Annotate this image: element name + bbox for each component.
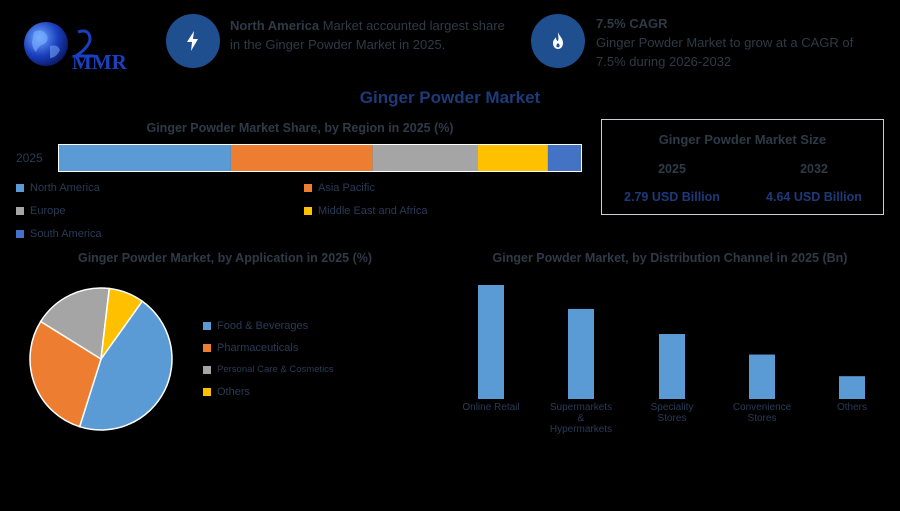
distribution-label-convenience-stores: Convenience Stores [717, 402, 807, 424]
distribution-bar-others [839, 376, 865, 399]
pie-slice-pharmaceuticals [29, 320, 102, 428]
legend-label: Others [217, 386, 251, 398]
logo: MMR [16, 18, 141, 74]
legend-label: Europe [30, 205, 66, 217]
lightning-icon [187, 31, 198, 51]
legend-label: Asia Pacific [318, 182, 375, 194]
region-chart-title: Ginger Powder Market Share, by Region in… [146, 121, 454, 135]
flame-icon [553, 32, 563, 49]
market-size-year-1: 2025 [658, 162, 686, 176]
legend-swatch [16, 230, 24, 238]
region-bar-border [58, 144, 582, 172]
legend-swatch [16, 207, 24, 215]
application-legend-item-others: Others [203, 386, 250, 398]
pie-slice-others [100, 287, 144, 360]
highlight-2-title: 7.5% CAGR [596, 16, 668, 31]
distribution-label-line: Stores [747, 413, 777, 424]
distribution-label-line: Speciality [650, 402, 694, 413]
region-bar-segment-south-america [547, 144, 582, 172]
distribution-label-online-retail: Online Retail [446, 402, 536, 413]
legend-label: South America [30, 228, 102, 240]
legend-swatch [203, 388, 211, 396]
legend-swatch [203, 322, 211, 330]
region-legend-item-north-america: North America [16, 182, 100, 194]
legend-swatch [304, 207, 312, 215]
region-legend-item-asia-pacific: Asia Pacific [304, 182, 375, 194]
globe-icon [24, 22, 94, 66]
distribution-label-line: Hypermarkets [549, 424, 613, 435]
pie-slice-personal-care-cosmetics [39, 287, 111, 361]
region-bar-segment-middle-east-and-africa [477, 144, 548, 172]
legend-swatch [203, 344, 211, 352]
highlight-1-body: Market accounted largest share in the Gi… [230, 18, 505, 52]
region-legend-item-middle-east-and-africa: Middle East and Africa [304, 205, 427, 217]
market-size-title: Ginger Powder Market Size [658, 132, 827, 147]
distribution-label-line: Online Retail [462, 402, 520, 413]
legend-label: North America [30, 182, 100, 194]
region-bar-segment-asia-pacific [230, 144, 373, 172]
application-legend-item-pharmaceuticals: Pharmaceuticals [203, 342, 298, 354]
distribution-label-line: Supermarkets [549, 402, 613, 413]
highlight-2-body: Ginger Powder Market to grow at a CAGR o… [596, 35, 854, 69]
market-size-box: Ginger Powder Market Size 2025 2032 2.79… [601, 119, 884, 215]
region-legend-item-south-america: South America [16, 228, 102, 240]
page-title: Ginger Powder Market [359, 88, 541, 107]
distribution-label-line: & [577, 413, 585, 424]
distribution-label-supermarkets-hypermarkets: Supermarkets & Hypermarkets [536, 402, 626, 435]
application-pie [29, 287, 173, 431]
distribution-label-line: Stores [657, 413, 687, 424]
distribution-bar-online-retail [478, 285, 504, 399]
legend-swatch [16, 184, 24, 192]
market-size-value-2: 4.64 USD Billion [766, 190, 862, 204]
highlight-1-bold: North America [230, 18, 320, 33]
legend-swatch [304, 184, 312, 192]
region-year-label: 2025 [16, 151, 43, 165]
region-stacked-bar [58, 144, 582, 172]
distribution-bar-convenience-stores [749, 354, 775, 399]
market-size-value-1: 2.79 USD Billion [624, 190, 720, 204]
legend-label: Pharmaceuticals [217, 342, 299, 354]
legend-swatch [203, 365, 211, 374]
application-legend-item-personal-care-cosmetics: Personal Care & Cosmetics [203, 364, 334, 375]
distribution-label-line: Convenience [732, 402, 792, 413]
distribution-label-others: Others [807, 402, 897, 413]
application-chart-title: Ginger Powder Market, by Application in … [77, 251, 373, 265]
region-legend-item-europe: Europe [16, 205, 65, 217]
distribution-bar-supermarkets-hypermarkets [568, 308, 594, 399]
distribution-bar-chart [478, 285, 865, 399]
distribution-bar-speciality-stores [659, 334, 685, 399]
region-bar-segment-europe [372, 144, 478, 172]
highlight-1-text: North America Market accounted largest s… [230, 16, 510, 54]
distribution-label-line: Others [836, 402, 867, 413]
application-legend-item-food-beverages: Food & Beverages [203, 320, 308, 332]
market-size-year-2: 2032 [800, 162, 828, 176]
legend-label: Middle East and Africa [318, 205, 428, 217]
pie-slice-food-beverages [78, 300, 173, 431]
distribution-label-speciality-stores: Speciality Stores [627, 402, 717, 424]
region-bar-segment-north-america [58, 144, 231, 172]
logo-text: MMR [72, 50, 127, 74]
highlight-1-badge [166, 14, 220, 68]
highlight-2-text: 7.5% CAGR Ginger Powder Market to grow a… [596, 14, 886, 71]
legend-label: Food & Beverages [217, 320, 309, 332]
highlight-2-badge [531, 14, 585, 68]
distribution-chart-title: Ginger Powder Market, by Distribution Ch… [492, 251, 848, 265]
legend-label: Personal Care & Cosmetics [217, 364, 334, 375]
